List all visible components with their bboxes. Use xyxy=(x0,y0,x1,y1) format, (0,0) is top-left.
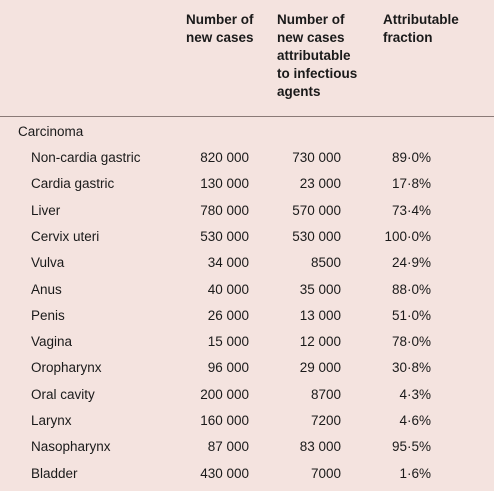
row-new-cases: 96 000 xyxy=(207,360,249,376)
row-attributable-cases: 12 000 xyxy=(299,334,341,350)
table-row: Oropharynx 96 000 29 000 30·8% xyxy=(0,359,494,385)
row-attributable-fraction: 78·0% xyxy=(391,334,431,350)
row-attributable-cases: 29 000 xyxy=(299,360,341,376)
table-row: Cardia gastric 130 000 23 000 17·8% xyxy=(0,175,494,201)
header-attributable-cases: Number of new cases attributable to infe… xyxy=(277,12,358,99)
row-new-cases: 780 000 xyxy=(200,202,249,218)
row-new-cases: 430 000 xyxy=(200,465,249,481)
row-attributable-cases: 35 000 xyxy=(299,281,341,297)
row-site: Non-cardia gastric xyxy=(31,150,141,165)
row-site: Cardia gastric xyxy=(31,176,115,192)
row-attributable-fraction: 73·4% xyxy=(391,202,431,218)
row-attributable-cases: 8500 xyxy=(310,255,341,271)
row-site: Oropharynx xyxy=(31,360,102,376)
header-attributable-fraction: Attributable fraction xyxy=(383,12,459,45)
row-attributable-fraction: 17·8% xyxy=(391,176,431,192)
row-new-cases: 15 000 xyxy=(207,334,249,350)
row-attributable-cases: 570 000 xyxy=(292,202,341,218)
table-row: Oral cavity 200 000 8700 4·3% xyxy=(0,386,494,412)
row-attributable-cases: 23 000 xyxy=(299,176,341,192)
row-attributable-fraction: 88·0% xyxy=(391,281,431,297)
data-table: Number of new cases Number of new cases … xyxy=(0,12,494,481)
row-attributable-fraction: 89·0% xyxy=(391,150,431,165)
table-row: Cervix uteri 530 000 530 000 100·0% xyxy=(0,228,494,254)
table-row: Liver 780 000 570 000 73·4% xyxy=(0,202,494,228)
row-new-cases: 130 000 xyxy=(200,176,249,192)
table-row: Vulva 34 000 8500 24·9% xyxy=(0,254,494,280)
row-attributable-fraction: 4·6% xyxy=(399,413,431,428)
table-row: Bladder 430 000 7000 1·6% xyxy=(0,465,494,491)
row-attributable-cases: 7000 xyxy=(310,465,341,481)
row-attributable-fraction: 30·8% xyxy=(391,360,431,376)
table-row: Anus 40 000 35 000 88·0% xyxy=(0,281,494,307)
table-row: Penis 26 000 13 000 51·0% xyxy=(0,307,494,333)
row-site: Vagina xyxy=(31,334,73,350)
row-site: Liver xyxy=(31,202,61,218)
row-attributable-cases: 730 000 xyxy=(292,150,341,165)
row-attributable-cases: 8700 xyxy=(310,386,341,402)
header-new-cases: Number of new cases xyxy=(186,12,254,45)
row-attributable-fraction: 100·0% xyxy=(384,228,431,244)
section-label: Carcinoma xyxy=(18,124,84,139)
row-site: Vulva xyxy=(31,255,65,271)
row-site: Penis xyxy=(31,307,65,323)
row-new-cases: 160 000 xyxy=(200,413,249,428)
row-new-cases: 820 000 xyxy=(200,150,249,165)
row-attributable-fraction: 1·6% xyxy=(399,465,431,481)
row-new-cases: 200 000 xyxy=(200,386,249,402)
table-row: Nasopharynx 87 000 83 000 95·5% xyxy=(0,438,494,464)
row-new-cases: 34 000 xyxy=(207,255,249,271)
row-attributable-cases: 7200 xyxy=(310,413,341,428)
row-new-cases: 530 000 xyxy=(200,228,249,244)
row-site: Nasopharynx xyxy=(31,439,111,455)
row-site: Oral cavity xyxy=(31,386,95,402)
row-attributable-fraction: 24·9% xyxy=(391,255,431,271)
header-divider xyxy=(0,116,494,117)
row-new-cases: 40 000 xyxy=(207,281,249,297)
row-attributable-cases: 83 000 xyxy=(299,439,341,455)
row-new-cases: 87 000 xyxy=(207,439,249,455)
table-row: Non-cardia gastric 820 000 730 000 89·0% xyxy=(0,149,494,175)
row-site: Cervix uteri xyxy=(31,228,100,244)
row-attributable-fraction: 95·5% xyxy=(391,439,431,455)
row-attributable-fraction: 4·3% xyxy=(399,386,431,402)
row-new-cases: 26 000 xyxy=(207,307,249,323)
row-site: Larynx xyxy=(31,413,72,428)
row-site: Bladder xyxy=(31,465,78,481)
table-row: Larynx 160 000 7200 4·6% xyxy=(0,412,494,438)
row-attributable-fraction: 51·0% xyxy=(391,307,431,323)
row-attributable-cases: 530 000 xyxy=(292,228,341,244)
row-site: Anus xyxy=(31,281,62,297)
row-attributable-cases: 13 000 xyxy=(299,307,341,323)
table-row: Vagina 15 000 12 000 78·0% xyxy=(0,333,494,359)
